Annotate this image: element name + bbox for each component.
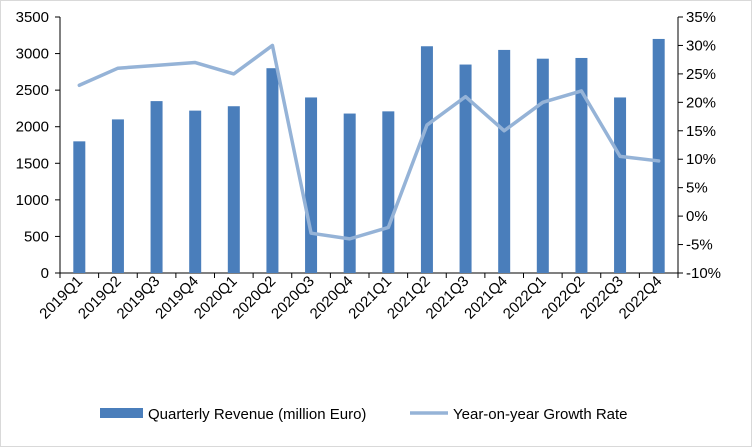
right-tick-label: 10% — [686, 151, 716, 168]
revenue-bar — [653, 39, 665, 273]
right-tick-label: 15% — [686, 123, 716, 140]
revenue-bar — [73, 141, 85, 273]
revenue-bar — [305, 97, 317, 273]
right-tick-label: 5% — [686, 180, 708, 197]
left-tick-label: 3500 — [16, 9, 49, 26]
legend-growth-label: Year-on-year Growth Rate — [453, 406, 628, 423]
x-tick-label: 2022Q4 — [616, 273, 666, 323]
right-tick-label: -5% — [686, 237, 713, 254]
right-tick-label: -10% — [686, 265, 721, 282]
right-tick-label: 35% — [686, 9, 716, 26]
revenue-bar — [112, 119, 124, 273]
revenue-bar — [228, 106, 240, 273]
left-tick-label: 2000 — [16, 119, 49, 136]
right-tick-label: 0% — [686, 208, 708, 225]
left-tick-label: 1500 — [16, 155, 49, 172]
right-tick-label: 20% — [686, 94, 716, 111]
revenue-bar — [537, 59, 549, 273]
left-tick-label: 1000 — [16, 192, 49, 209]
revenue-bar — [421, 46, 433, 273]
growth-rate-line — [79, 45, 658, 238]
right-tick-label: 30% — [686, 37, 716, 54]
left-tick-label: 3000 — [16, 46, 49, 63]
left-tick-label: 2500 — [16, 82, 49, 99]
revenue-bar — [151, 101, 163, 273]
revenue-bar — [266, 68, 278, 273]
revenue-bar — [614, 97, 626, 273]
revenue-bar — [498, 50, 510, 273]
revenue-bar — [189, 111, 201, 273]
revenue-bar — [382, 111, 394, 273]
revenue-bar — [344, 114, 356, 273]
right-tick-label: 25% — [686, 66, 716, 83]
left-tick-label: 0 — [41, 265, 49, 282]
legend-revenue-swatch — [100, 408, 143, 418]
left-tick-label: 500 — [24, 228, 49, 245]
legend-revenue-label: Quarterly Revenue (million Euro) — [148, 406, 366, 423]
